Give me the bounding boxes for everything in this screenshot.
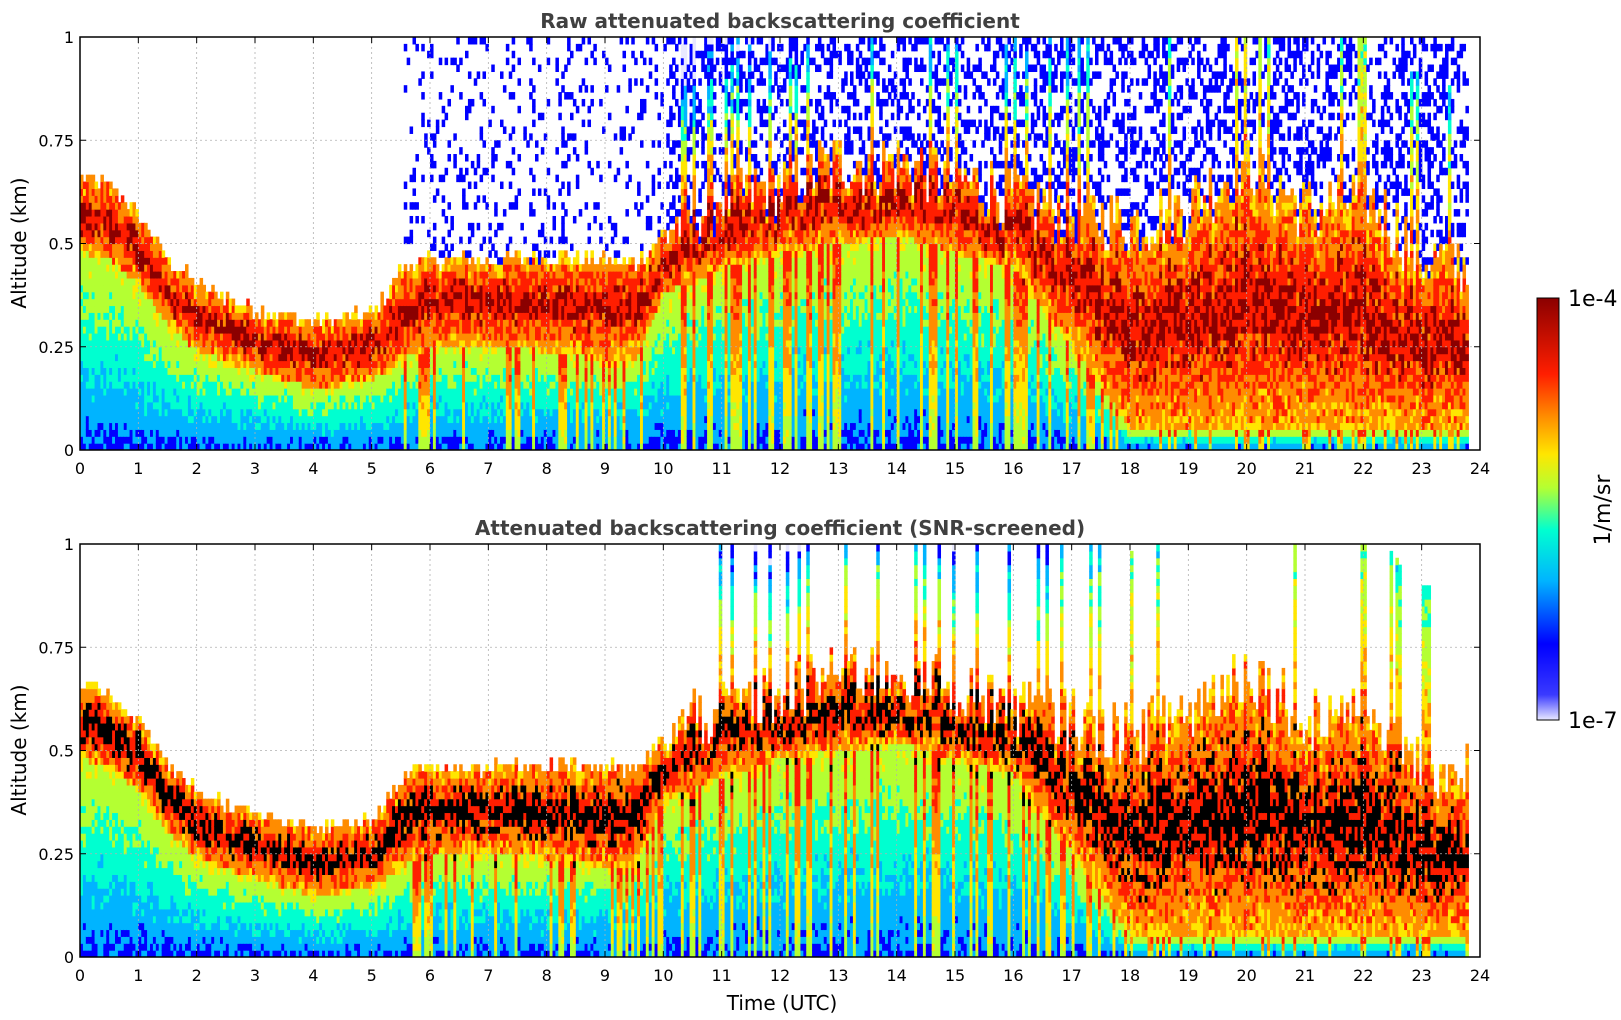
x-tick-label: 23 <box>1411 966 1431 985</box>
x-tick-label: 12 <box>770 966 790 985</box>
x-tick-label: 6 <box>425 459 435 478</box>
x-tick-label: 17 <box>1061 966 1081 985</box>
colorbar: 1e-4 1e-7 1/m/sr <box>1536 287 1617 734</box>
x-tick-label: 10 <box>653 459 673 478</box>
y-tick-label: 0.25 <box>38 338 74 357</box>
panel-2-xlabel: Time (UTC) <box>726 991 838 1015</box>
x-tick-label: 15 <box>945 459 965 478</box>
x-tick-label: 21 <box>1295 459 1315 478</box>
x-tick-label: 15 <box>945 966 965 985</box>
x-tick-label: 16 <box>1003 459 1023 478</box>
x-tick-label: 18 <box>1120 459 1140 478</box>
x-tick-label: 11 <box>711 459 731 478</box>
panel-1-ylabel: Altitude (km) <box>7 177 31 308</box>
x-tick-label: 18 <box>1120 966 1140 985</box>
raw-heatmap <box>80 37 1469 450</box>
x-tick-label: 1 <box>133 459 143 478</box>
snr-screened-panel: Attenuated backscattering coefficient (S… <box>7 516 1490 1015</box>
x-tick-label: 22 <box>1353 966 1373 985</box>
x-tick-label: 22 <box>1353 459 1373 478</box>
y-tick-label: 0 <box>64 948 74 967</box>
x-tick-label: 24 <box>1470 459 1490 478</box>
x-tick-label: 7 <box>483 966 493 985</box>
x-tick-label: 9 <box>600 459 610 478</box>
x-tick-label: 10 <box>653 966 673 985</box>
x-tick-label: 14 <box>886 966 906 985</box>
snr-screened-heatmap <box>80 544 1469 957</box>
x-tick-label: 21 <box>1295 966 1315 985</box>
x-tick-label: 1 <box>133 966 143 985</box>
colorbar-gradient <box>1536 297 1560 721</box>
y-tick-label: 1 <box>64 28 74 47</box>
y-tick-label: 0.5 <box>49 235 74 254</box>
x-tick-label: 6 <box>425 966 435 985</box>
x-tick-label: 9 <box>600 966 610 985</box>
x-tick-label: 7 <box>483 459 493 478</box>
colorbar-min-label: 1e-7 <box>1568 709 1617 734</box>
x-tick-label: 19 <box>1178 966 1198 985</box>
x-tick-label: 17 <box>1061 459 1081 478</box>
x-tick-label: 2 <box>192 966 202 985</box>
x-tick-label: 4 <box>308 966 318 985</box>
x-tick-label: 14 <box>886 459 906 478</box>
y-tick-label: 1 <box>64 535 74 554</box>
y-tick-label: 0.25 <box>38 845 74 864</box>
x-tick-label: 24 <box>1470 966 1490 985</box>
x-tick-label: 3 <box>250 459 260 478</box>
x-tick-label: 19 <box>1178 459 1198 478</box>
x-tick-label: 8 <box>542 459 552 478</box>
x-tick-label: 16 <box>1003 966 1023 985</box>
x-tick-label: 0 <box>75 459 85 478</box>
panel-2-title: Attenuated backscattering coefficient (S… <box>475 516 1085 540</box>
x-tick-label: 12 <box>770 459 790 478</box>
x-tick-label: 5 <box>367 459 377 478</box>
raw-backscatter-panel: Raw attenuated backscattering coefficien… <box>7 9 1490 478</box>
x-tick-label: 2 <box>192 459 202 478</box>
x-tick-label: 13 <box>828 459 848 478</box>
y-tick-label: 0.75 <box>38 131 74 150</box>
panel-2-ylabel: Altitude (km) <box>7 684 31 815</box>
x-tick-label: 13 <box>828 966 848 985</box>
panel-2-ticks: 0 1 2 3 4 5 6 7 8 9 10 11 12 13 14 15 16 17 18 19 20 21 22 23 24… <box>38 535 1490 985</box>
x-tick-label: 4 <box>308 459 318 478</box>
y-tick-label: 0.5 <box>49 742 74 761</box>
y-tick-label: 0 <box>64 441 74 460</box>
x-tick-label: 0 <box>75 966 85 985</box>
panel-1-ticks: 0 1 2 3 4 5 6 7 8 9 10 11 12 13 14 15 16 17 18 19 20 21 22 23 24… <box>38 28 1490 478</box>
panel-1-title: Raw attenuated backscattering coefficien… <box>540 9 1020 33</box>
colorbar-max-label: 1e-4 <box>1568 287 1617 312</box>
x-tick-label: 8 <box>542 966 552 985</box>
x-tick-label: 11 <box>711 966 731 985</box>
x-tick-label: 3 <box>250 966 260 985</box>
x-tick-label: 20 <box>1236 459 1256 478</box>
x-tick-label: 23 <box>1411 459 1431 478</box>
y-tick-label: 0.75 <box>38 638 74 657</box>
x-tick-label: 20 <box>1236 966 1256 985</box>
colorbar-unit-label: 1/m/sr <box>1591 474 1616 546</box>
x-tick-label: 5 <box>367 966 377 985</box>
